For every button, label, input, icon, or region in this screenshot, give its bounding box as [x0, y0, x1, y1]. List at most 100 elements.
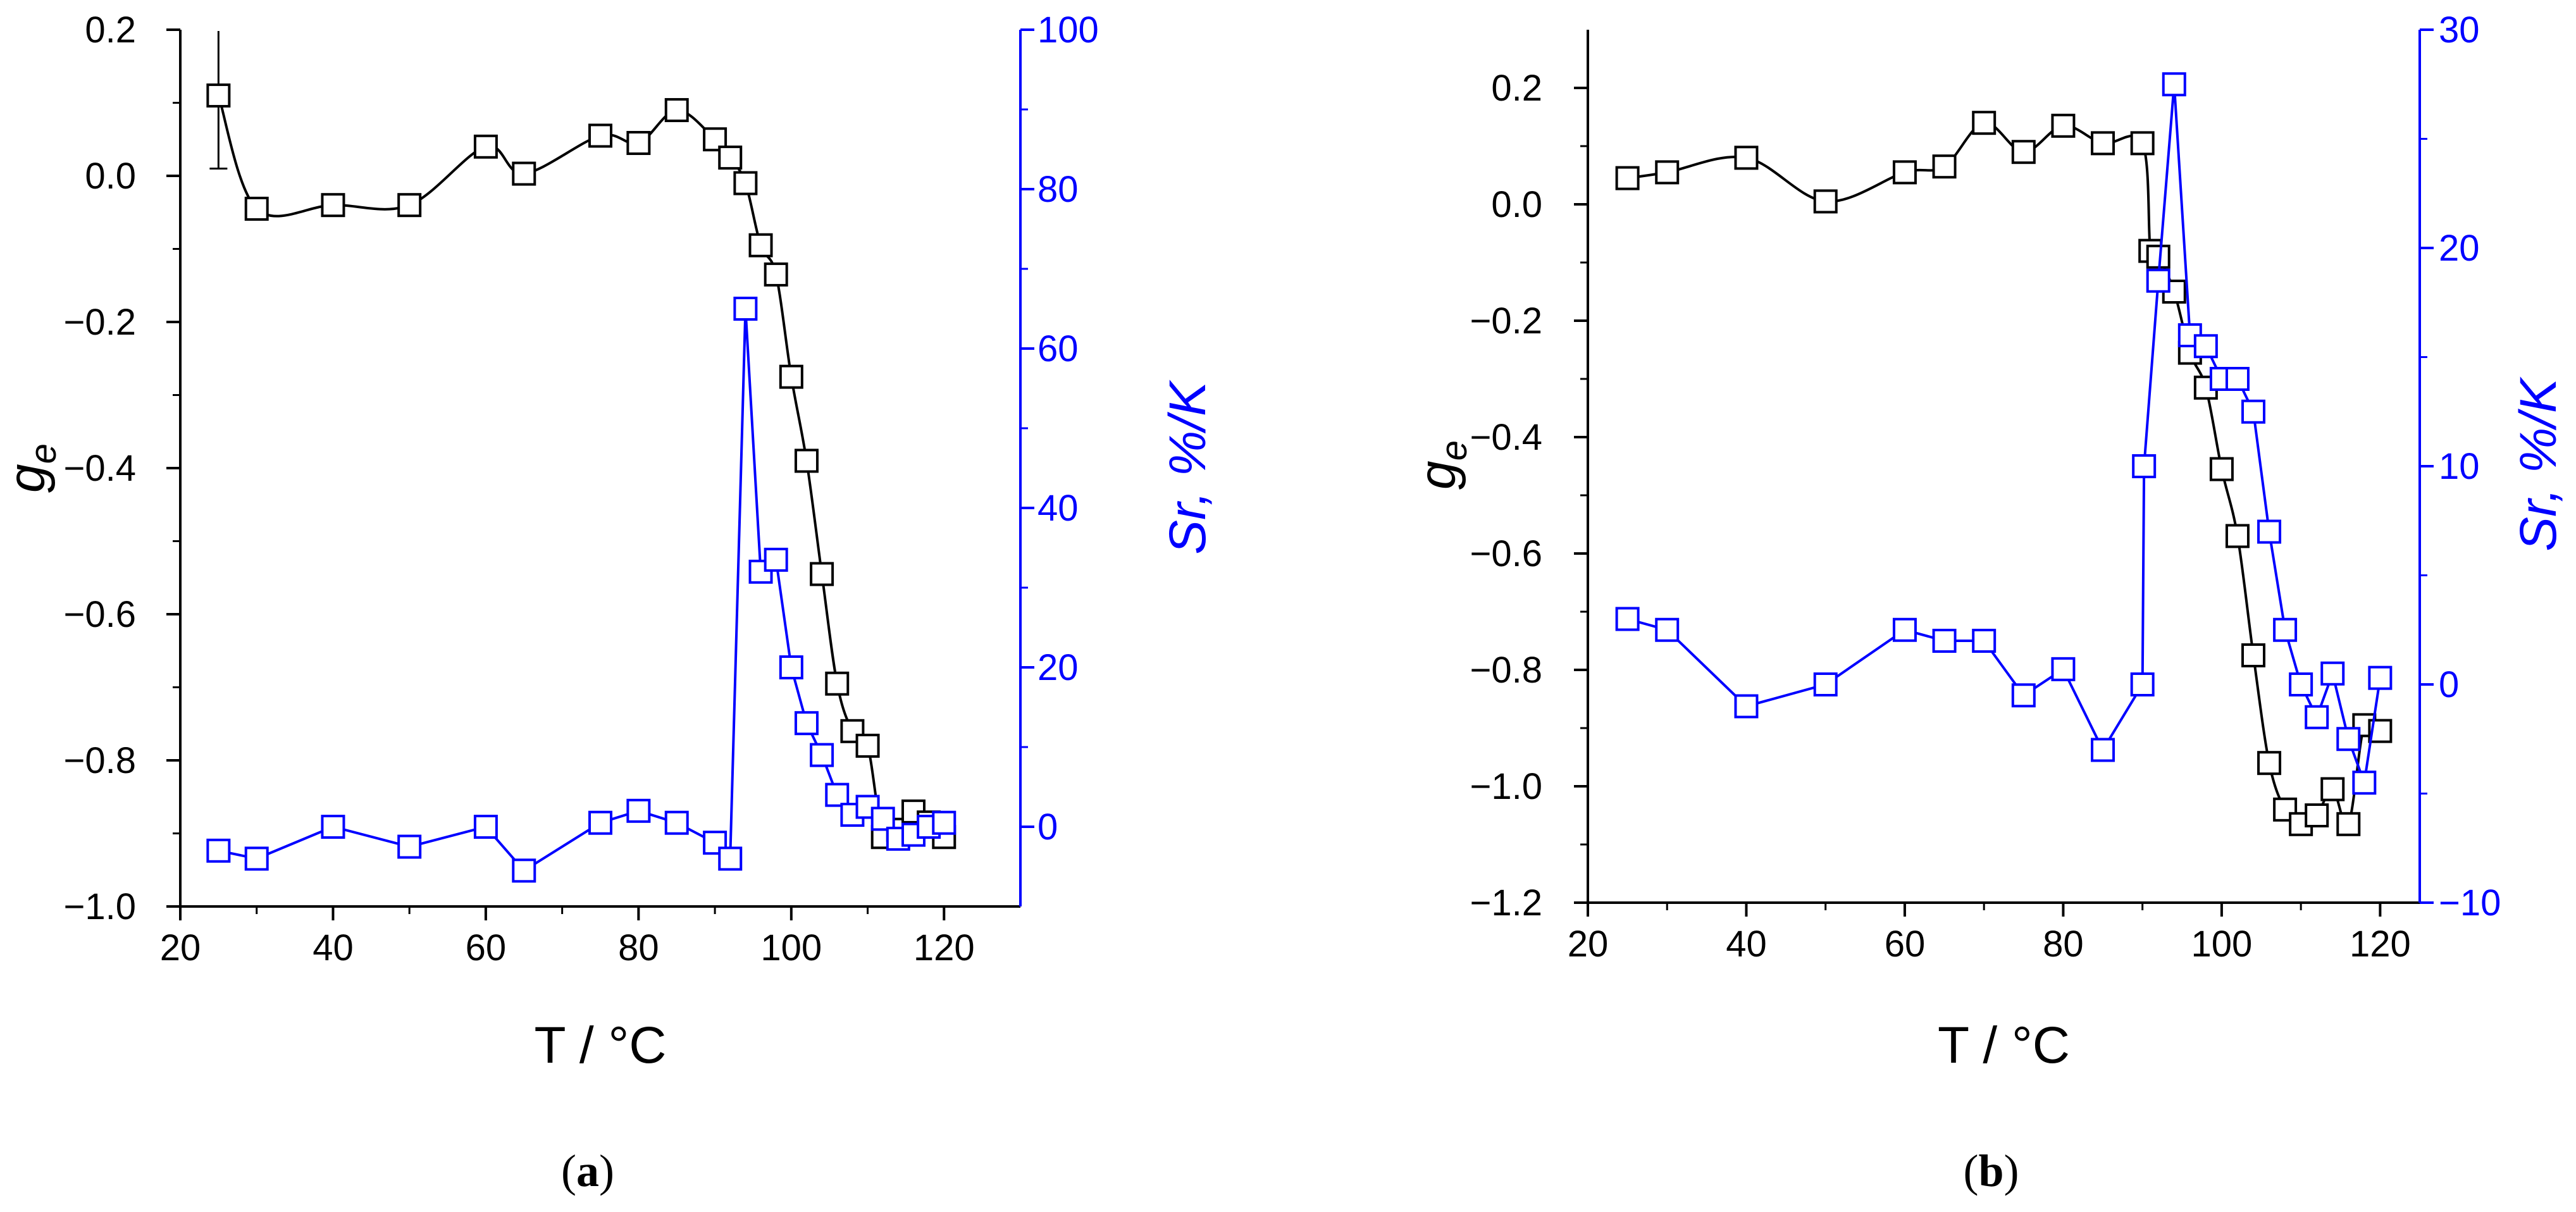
- panel-label: (b): [1963, 1146, 2019, 1196]
- data-point-sr: [397, 834, 422, 859]
- y-left-tick-label: −0.2: [64, 302, 137, 343]
- y-left-tick-label: 0.0: [1491, 184, 1542, 225]
- panel-label: (a): [561, 1146, 614, 1196]
- data-point-g-e: [764, 262, 788, 287]
- data-point-g-e: [1972, 111, 1997, 135]
- data-point-sr: [1734, 694, 1759, 719]
- data-point-sr: [2305, 705, 2329, 729]
- y-left-tick-label: −1.2: [1470, 882, 1543, 924]
- data-point-sr: [2352, 770, 2377, 795]
- data-point-sr: [2257, 519, 2282, 544]
- data-point-sr: [321, 815, 345, 839]
- data-point-sr: [2289, 672, 2313, 696]
- x-tick-label: 60: [1885, 924, 1926, 965]
- chart-panel-a: 20 40 60 80 100 120 0.2 0.0 −0.2 −0.4 −0.6 −0.8 −1.0…: [0, 9, 1217, 1196]
- data-point-g-e: [397, 193, 422, 218]
- data-point-sr: [1813, 672, 1838, 696]
- x-tick-label: 100: [2191, 924, 2253, 965]
- data-point-g-e: [2051, 113, 2076, 138]
- data-point-sr: [244, 846, 269, 871]
- data-point-sr: [2132, 454, 2157, 478]
- x-tick-label: 80: [618, 927, 659, 968]
- data-point-g-e: [321, 193, 345, 218]
- data-point-sr: [1972, 629, 1997, 653]
- data-point-sr: [1932, 629, 1957, 653]
- data-point-sr: [733, 297, 758, 321]
- data-point-sr: [2091, 738, 2115, 762]
- data-point-g-e: [748, 233, 773, 257]
- data-point-g-e: [2336, 812, 2361, 836]
- data-point-sr: [2336, 727, 2361, 751]
- data-point-g-e: [664, 98, 689, 123]
- data-point-sr: [779, 655, 803, 679]
- y-left-tick-label: 0.2: [85, 9, 136, 51]
- data-point-sr: [718, 846, 743, 871]
- data-point-g-e: [2241, 643, 2265, 667]
- y-left-title-subscript: e: [1434, 440, 1475, 461]
- x-tick-label: 40: [1726, 924, 1767, 965]
- x-tick-label: 120: [2350, 924, 2411, 965]
- x-tick-label: 40: [313, 927, 354, 968]
- data-point-sr: [932, 810, 957, 835]
- x-tick-label: 60: [466, 927, 507, 968]
- data-point-sr: [2146, 268, 2170, 293]
- data-point-g-e: [794, 448, 819, 473]
- data-point-g-e: [2257, 751, 2282, 776]
- data-point-sr: [512, 858, 536, 883]
- data-point-sr: [794, 711, 819, 736]
- data-point-g-e: [2209, 457, 2234, 481]
- data-point-sr: [810, 743, 834, 767]
- y-right-axis-title: Sr, %/K: [2510, 376, 2567, 552]
- y-left-tick-label: −1.0: [1470, 766, 1543, 807]
- data-point-sr: [2320, 661, 2345, 686]
- panel-letter: b: [1978, 1146, 2003, 1196]
- data-point-g-e: [473, 134, 498, 159]
- data-point-sr: [2130, 672, 2155, 696]
- data-point-sr: [2162, 72, 2186, 97]
- data-point-g-e: [1813, 189, 1838, 214]
- data-point-g-e: [2011, 140, 2036, 164]
- data-point-g-e: [2130, 131, 2155, 156]
- data-point-sr: [1655, 617, 1680, 642]
- data-point-sr: [825, 782, 850, 807]
- y-right-tick-label: 0: [2439, 664, 2459, 705]
- data-point-g-e: [1734, 145, 1759, 170]
- data-point-g-e: [1932, 154, 1957, 179]
- data-point-sr: [2051, 657, 2076, 681]
- y-right-tick-label: 0: [1037, 807, 1058, 848]
- y-left-title-main: g: [1409, 461, 1466, 490]
- data-point-g-e: [626, 131, 651, 156]
- y-right-tick-label: −10: [2439, 882, 2501, 924]
- data-point-sr: [2225, 367, 2250, 391]
- x-axis-title: T / °C: [535, 1017, 667, 1074]
- data-point-sr: [2241, 399, 2265, 424]
- data-point-g-e: [2091, 131, 2115, 156]
- y-right-tick-label: 60: [1037, 328, 1079, 369]
- y-left-tick-label: −1.0: [64, 886, 137, 927]
- y-right-tick-label: 10: [2439, 446, 2480, 487]
- y-left-axis-title: ge: [0, 443, 64, 493]
- data-point-sr: [2011, 683, 2036, 708]
- y-right-tick-label: 30: [2439, 9, 2480, 51]
- data-point-g-e: [1892, 160, 1917, 185]
- data-point-sr: [1892, 617, 1917, 642]
- x-tick-label: 80: [2043, 924, 2084, 965]
- data-point-g-e: [1615, 166, 1640, 190]
- data-point-sr: [626, 798, 651, 823]
- panel-letter: a: [576, 1146, 599, 1196]
- y-right-tick-label: 20: [1037, 647, 1079, 688]
- y-left-tick-label: −0.4: [64, 448, 137, 489]
- y-right-tick-label: 80: [1037, 169, 1079, 210]
- data-point-g-e: [206, 83, 231, 108]
- data-point-g-e: [825, 671, 850, 696]
- data-point-sr: [2193, 334, 2218, 359]
- x-axis-title: T / °C: [1938, 1017, 2070, 1074]
- data-point-g-e: [733, 171, 758, 195]
- data-point-g-e: [855, 733, 880, 758]
- x-tick-label: 100: [760, 927, 822, 968]
- data-point-g-e: [512, 161, 536, 186]
- y-left-title-main: g: [0, 464, 56, 493]
- y-right-tick-label: 100: [1037, 9, 1099, 51]
- chart-panel-b: 20 40 60 80 100 1200.20.0−0.2−0.4−0.6−0.8−1.0…: [1409, 9, 2567, 1196]
